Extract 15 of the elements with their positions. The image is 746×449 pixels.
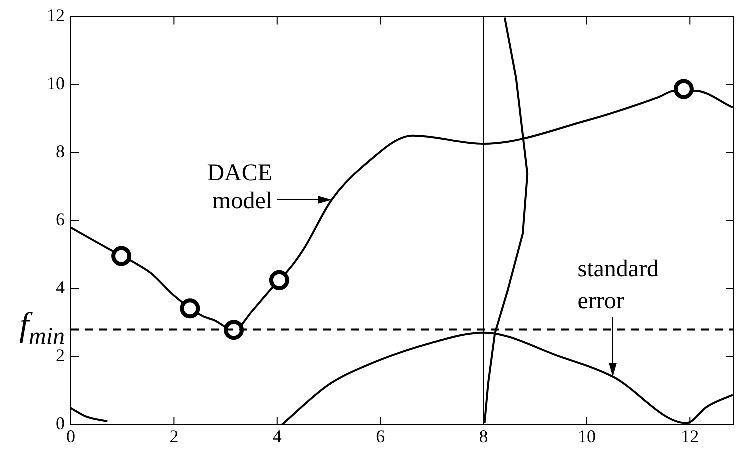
x-tick-label: 12: [681, 426, 700, 447]
y-tick-label: 4: [56, 278, 65, 298]
y-tick-label: 6: [56, 210, 65, 230]
y-tick-label: 8: [56, 142, 65, 162]
y-tick-label: 2: [56, 346, 65, 366]
y-tick-label: 10: [47, 74, 65, 94]
y-tick-label: 0: [56, 414, 65, 434]
annotation: DACE model: [207, 160, 273, 214]
x-tick-label: 10: [578, 426, 596, 447]
y-tick-label: 12: [47, 6, 65, 26]
annotation: standard error: [578, 256, 660, 315]
x-tick-label: 6: [376, 426, 386, 447]
x-tick-label: 8: [479, 426, 488, 447]
x-tick-label: 2: [170, 426, 179, 447]
x-tick-label: 4: [272, 426, 282, 447]
